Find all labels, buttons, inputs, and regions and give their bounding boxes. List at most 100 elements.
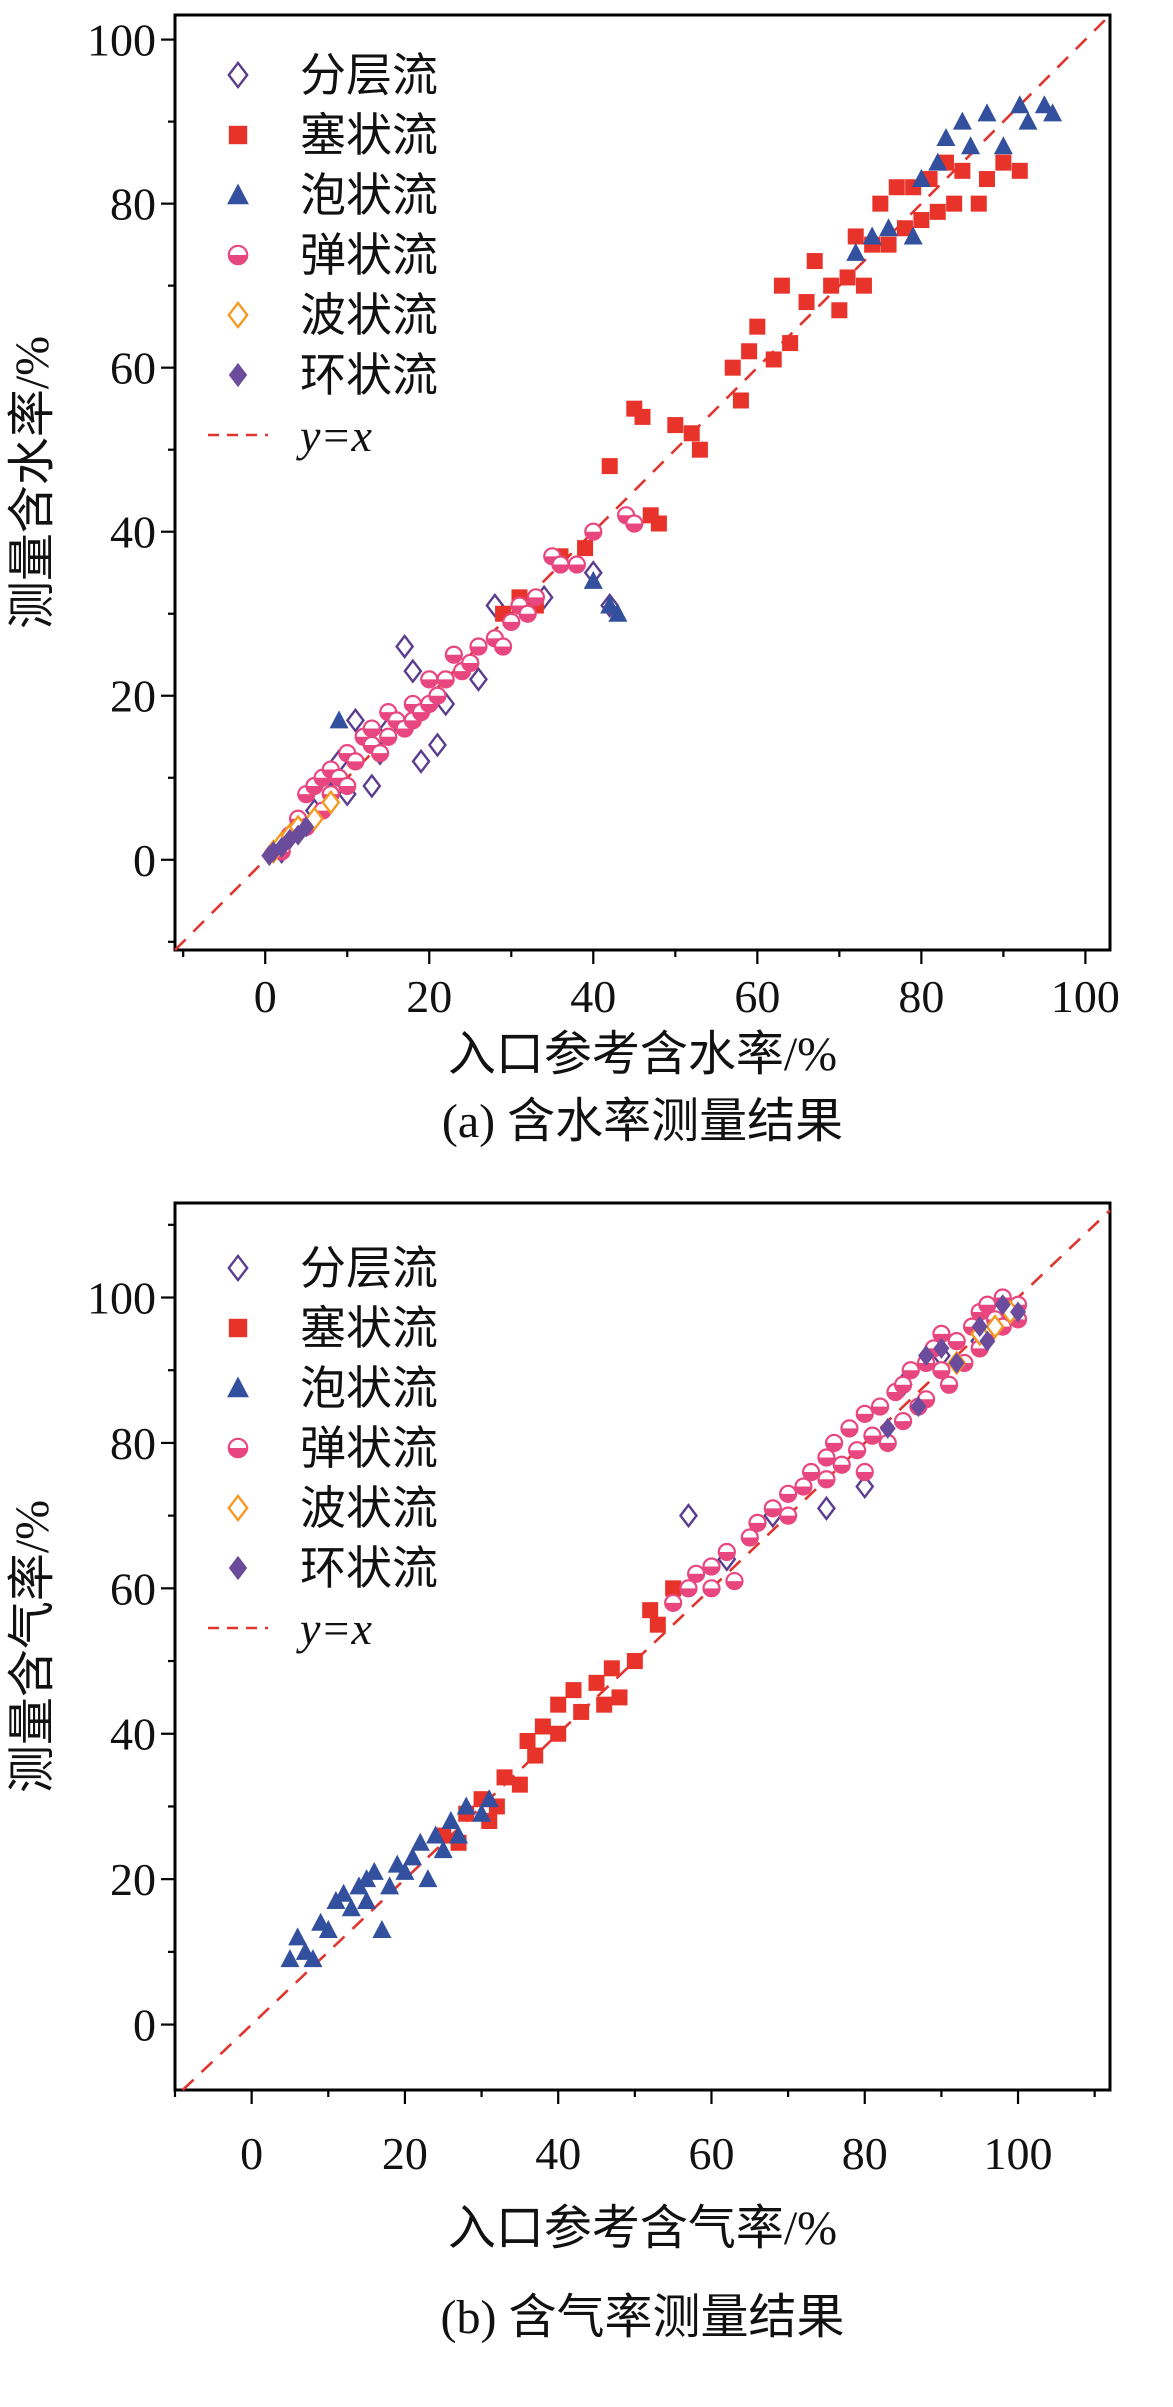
identity-line — [181, 1209, 1111, 2091]
marker-diamond — [910, 1396, 927, 1418]
marker-square — [519, 1733, 536, 1750]
marker-triangle — [410, 1832, 430, 1851]
caption-b: (b) 含气率测量结果 — [440, 2291, 845, 2344]
x-tick-label: 0 — [240, 2128, 263, 2179]
marker-diamond-open — [227, 60, 249, 90]
legend-label-identity: y=x — [296, 410, 372, 461]
marker-square — [496, 1769, 513, 1786]
marker-triangle — [395, 1861, 415, 1880]
marker-square — [929, 203, 946, 220]
series-泡状流 — [280, 1789, 499, 1968]
y-tick-label: 40 — [110, 1709, 156, 1760]
marker-triangle — [433, 1840, 453, 1859]
x-axis-title-b: 入口参考含气率/% — [447, 2202, 838, 2255]
marker-circle-half-fill — [339, 785, 356, 794]
marker-triangle — [403, 1847, 423, 1866]
marker-triangle — [1018, 111, 1038, 130]
marker-circle-half-fill — [688, 1573, 705, 1582]
marker-square — [831, 302, 848, 319]
marker-circle-half-fill — [864, 1435, 881, 1444]
x-tick-label: 100 — [984, 2128, 1053, 2179]
x-tick-label: 80 — [898, 971, 944, 1022]
marker-square — [946, 195, 963, 212]
marker-circle-half-fill — [1010, 1319, 1027, 1328]
marker-circle-half-fill — [404, 720, 421, 729]
marker-diamond — [933, 1337, 950, 1359]
marker-diamond — [879, 1417, 896, 1439]
marker-square — [896, 220, 913, 237]
marker-triangle — [418, 1869, 438, 1888]
marker-square — [573, 1703, 590, 1720]
marker-circle-half-fill — [703, 1566, 720, 1575]
marker-triangle — [583, 570, 603, 589]
marker-circle-half-fill — [503, 621, 520, 630]
marker-circle-half-fill — [306, 785, 323, 794]
marker-diamond — [918, 1345, 935, 1367]
marker-circle-half-fill — [818, 1479, 835, 1488]
marker-triangle — [928, 152, 948, 171]
marker-triangle — [600, 595, 620, 614]
marker-circle-half-fill — [437, 679, 454, 688]
marker-triangle — [303, 1949, 323, 1968]
marker-square — [228, 125, 248, 145]
marker-diamond-open — [403, 658, 423, 684]
marker-circle-half-fill — [380, 736, 397, 745]
marker-circle-half-fill — [726, 1581, 743, 1590]
x-tick-label: 0 — [254, 971, 277, 1022]
y-tick-label: 20 — [110, 671, 156, 722]
marker-triangle — [449, 1825, 469, 1844]
marker-triangle — [961, 136, 981, 155]
x-tick-label: 60 — [734, 971, 780, 1022]
marker-square — [798, 294, 815, 311]
marker-triangle — [329, 710, 349, 729]
marker-circle-half-fill — [421, 703, 438, 712]
marker-square — [634, 408, 651, 425]
marker-circle-half-fill — [780, 1493, 797, 1502]
marker-circle-half-fill — [918, 1362, 935, 1371]
marker-square — [534, 1718, 551, 1735]
marker-triangle — [911, 169, 931, 188]
marker-circle-half-fill — [314, 777, 331, 786]
y-tick-label: 100 — [87, 15, 156, 66]
series-塞状流 — [495, 154, 1028, 622]
marker-circle-half-fill — [933, 1370, 950, 1379]
y-tick-label: 20 — [110, 1854, 156, 1905]
legend-label: 塞状流 — [300, 110, 438, 161]
y-axis-title: 测量含气率/% — [6, 1500, 59, 1793]
marker-diamond-open — [411, 748, 431, 774]
marker-square — [741, 343, 758, 360]
marker-circle-half-fill — [363, 728, 380, 737]
y-tick-label: 0 — [133, 835, 156, 886]
legend-label: 环状流 — [300, 1543, 438, 1594]
marker-square — [970, 195, 987, 212]
marker-circle-half-fill — [470, 646, 487, 655]
x-tick-label: 80 — [842, 2128, 888, 2179]
marker-triangle — [372, 1920, 392, 1939]
marker-triangle — [227, 183, 249, 205]
marker-circle-half-fill — [413, 712, 430, 721]
marker-circle-half-fill — [228, 255, 248, 265]
marker-square — [642, 1602, 659, 1619]
marker-diamond — [979, 1330, 996, 1352]
marker-triangle — [456, 1796, 476, 1815]
marker-square — [855, 277, 872, 294]
marker-diamond — [298, 816, 315, 838]
marker-triangle — [952, 111, 972, 130]
marker-circle-half-fill — [749, 1522, 766, 1531]
marker-circle-half-fill — [519, 613, 536, 622]
marker-triangle — [1043, 103, 1063, 122]
marker-circle-half-fill — [872, 1406, 889, 1415]
y-tick-label: 60 — [110, 343, 156, 394]
marker-square — [749, 318, 766, 335]
marker-diamond-open — [227, 1493, 249, 1523]
marker-circle-half-fill — [879, 1442, 896, 1451]
marker-circle-half-fill — [396, 728, 413, 737]
marker-diamond — [948, 1352, 965, 1374]
marker-square — [872, 195, 889, 212]
marker-square — [847, 228, 864, 245]
marker-diamond — [228, 362, 248, 388]
caption-a: (a) 含水率测量结果 — [441, 1095, 844, 1148]
y-tick-label: 40 — [110, 507, 156, 558]
marker-circle-half-fill — [347, 761, 364, 770]
plot-frame — [173, 13, 1112, 952]
